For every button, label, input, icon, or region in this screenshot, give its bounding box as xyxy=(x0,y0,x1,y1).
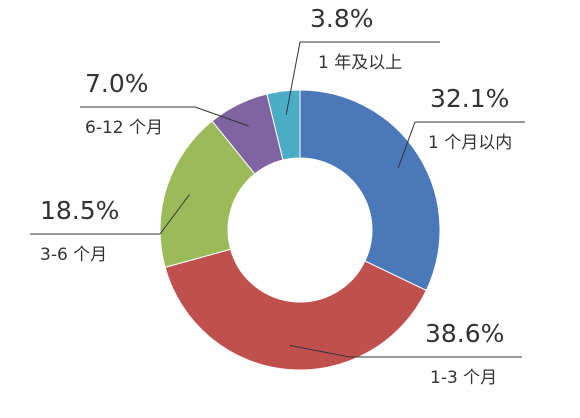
value-label: 32.1% xyxy=(430,84,509,113)
category-label: 1-3 个月 xyxy=(430,368,497,388)
donut-slice xyxy=(266,89,301,161)
leader-line xyxy=(397,121,416,169)
leader-line xyxy=(159,194,190,235)
leader-line xyxy=(285,41,301,115)
donut-slice xyxy=(299,89,441,292)
value-label: 3.8% xyxy=(310,4,374,33)
value-label: 38.6% xyxy=(425,319,504,348)
value-label: 7.0% xyxy=(85,69,149,98)
donut-slice xyxy=(159,120,256,268)
category-label: 1 年及以上 xyxy=(318,53,402,73)
value-label: 18.5% xyxy=(40,196,119,225)
category-label: 3-6 个月 xyxy=(40,245,107,265)
leader-line xyxy=(194,106,249,127)
category-label: 6-12 个月 xyxy=(85,118,163,138)
category-label: 1 个月以内 xyxy=(428,133,512,153)
leader-line xyxy=(289,345,351,358)
